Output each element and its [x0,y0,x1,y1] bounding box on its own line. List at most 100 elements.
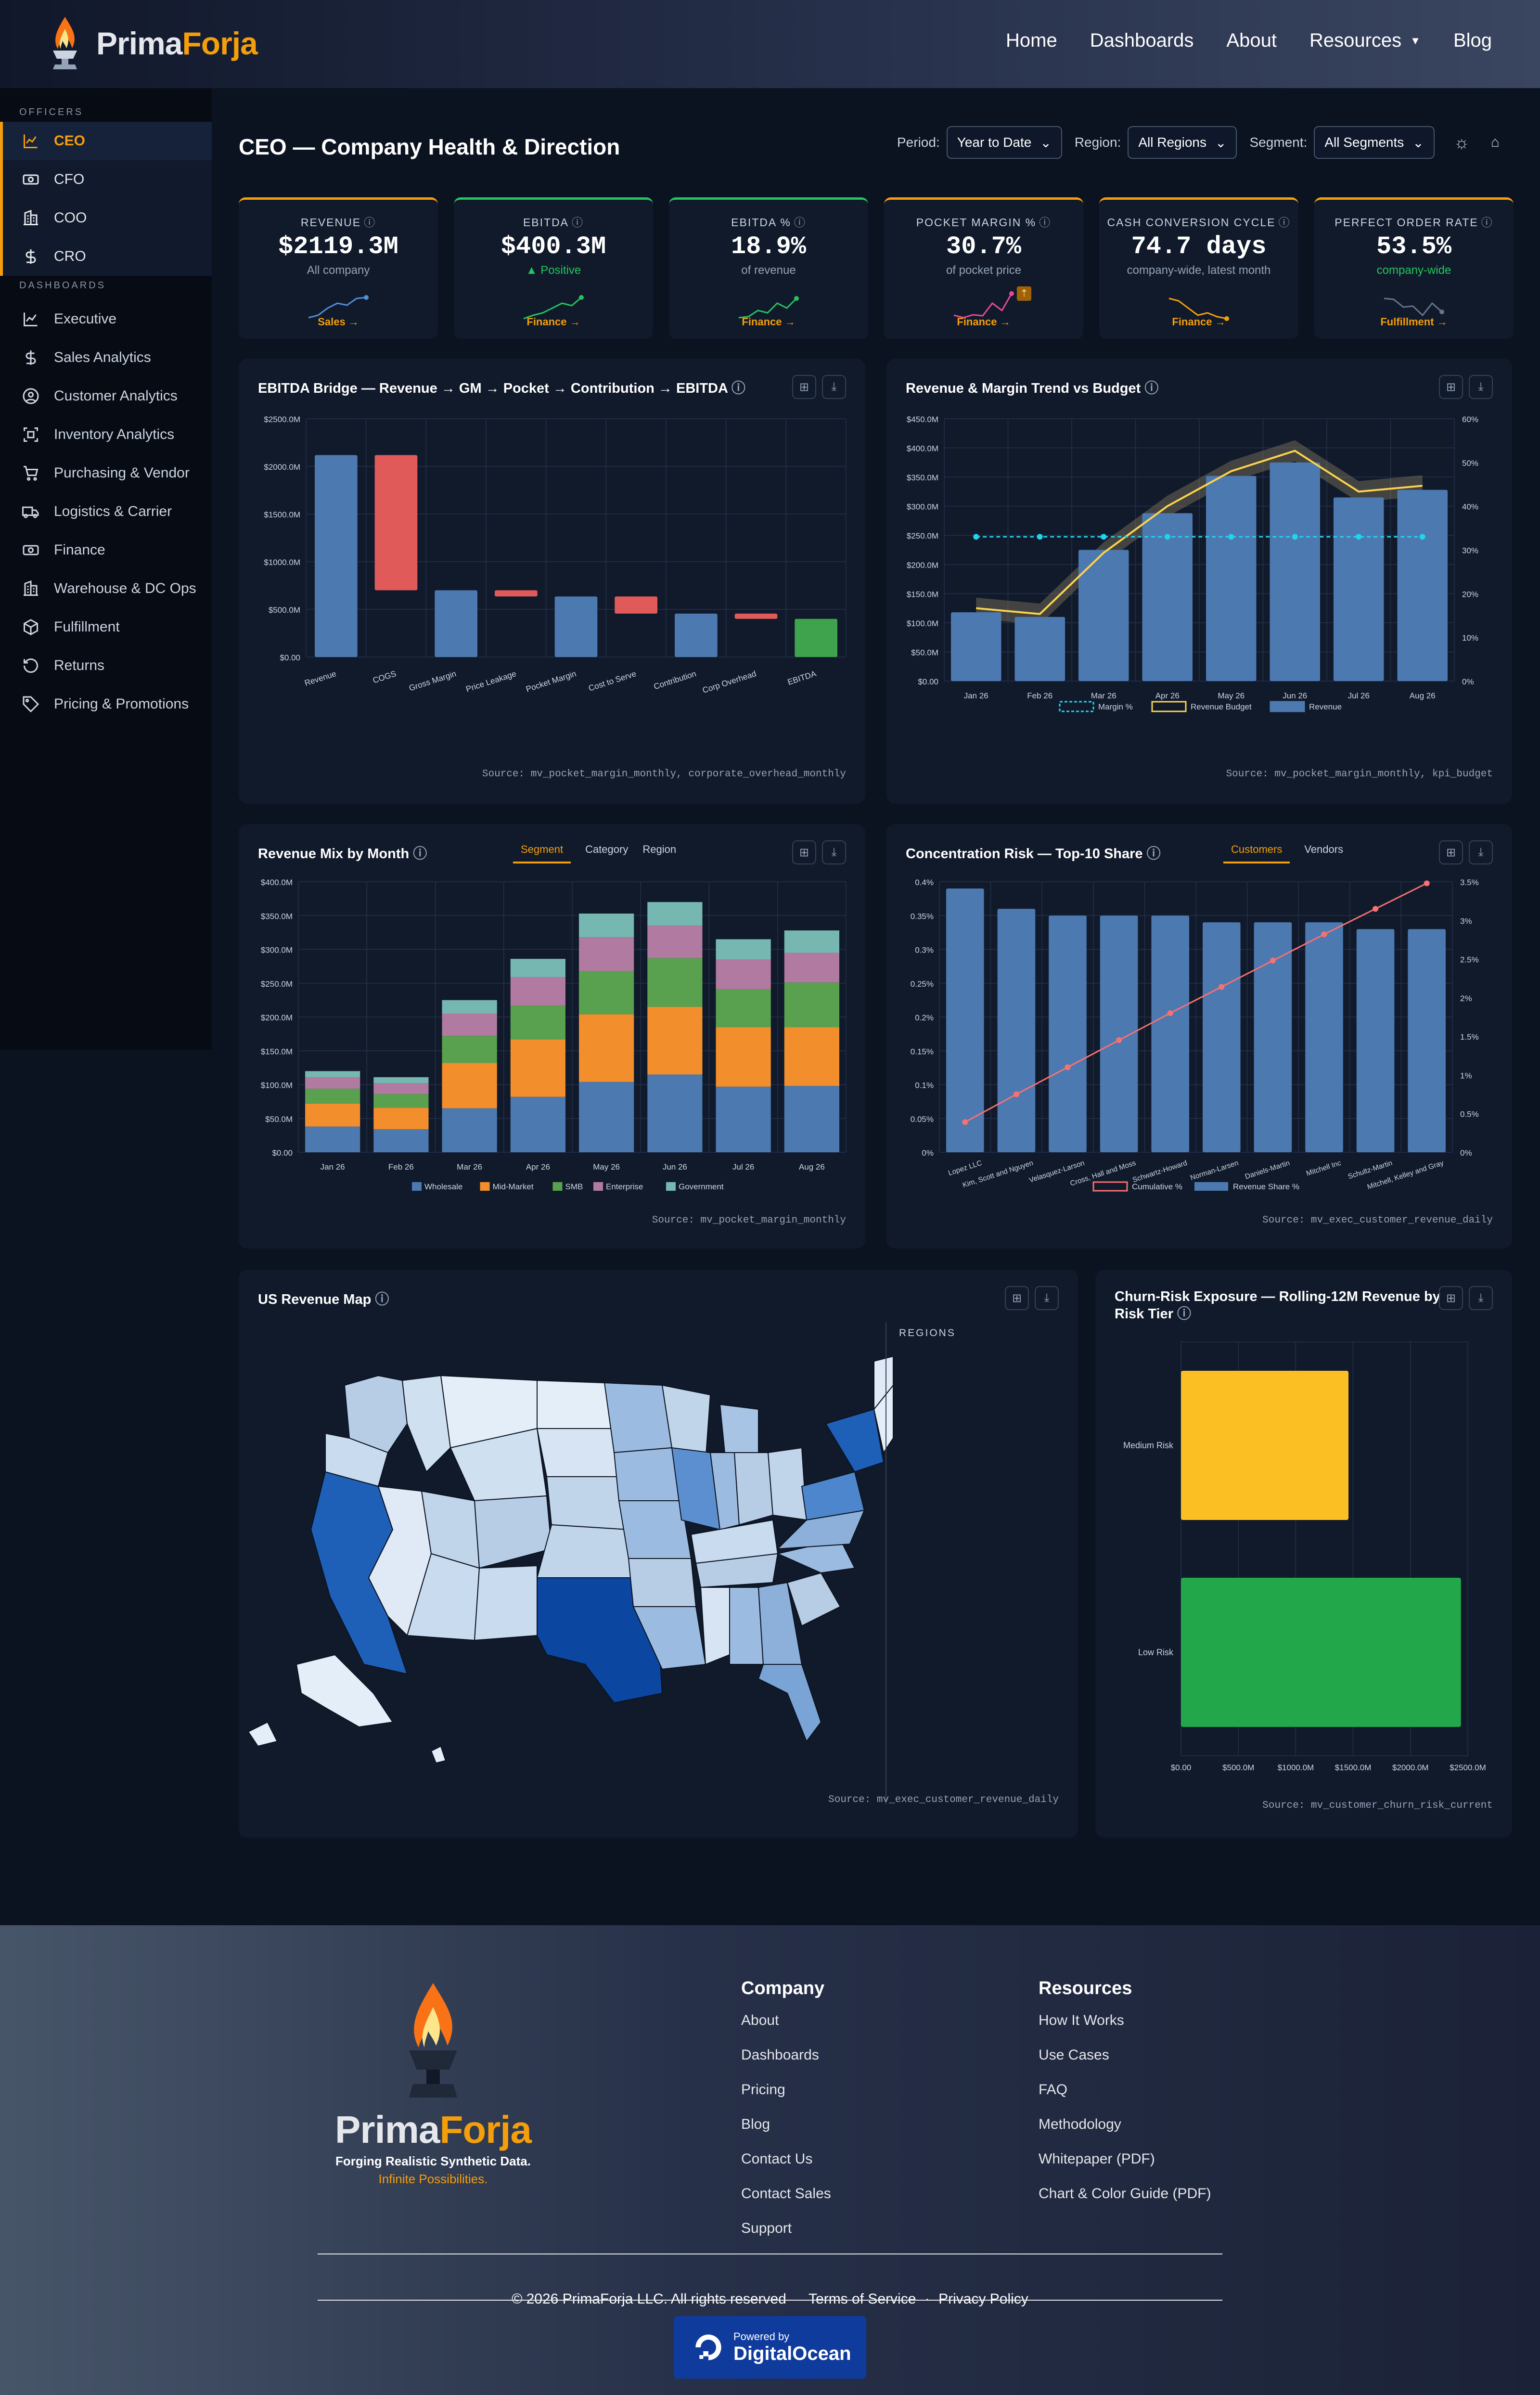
sidebar-item-sales-analytics[interactable]: Sales Analytics [0,338,212,377]
kpi-card[interactable]: CASH CONVERSION CYCLE ⓘ 74.7 days company-w… [1099,197,1298,339]
tab-category[interactable]: Category [585,843,629,855]
sidebar-item-ceo[interactable]: CEO [0,122,212,160]
kpi-drilldown-link[interactable]: Finance → [742,316,796,328]
sparkline-point [579,295,584,300]
sidebar-item-fulfillment[interactable]: Fulfillment [0,608,212,646]
sidebar-item-logistics-carrier[interactable]: Logistics & Carrier [0,492,212,531]
footer-link[interactable]: Whitepaper (PDF) [1039,2151,1155,2167]
table-view-button[interactable]: ⊞ [1439,1286,1463,1310]
info-icon[interactable]: ⓘ [375,1292,389,1307]
info-icon[interactable]: ⓘ [1278,216,1291,229]
pin-icon[interactable]: ⌂ [1490,134,1500,150]
info-icon[interactable]: ⓘ [1039,216,1052,229]
table-view-button[interactable]: ⊞ [792,840,816,864]
sidebar-item-customer-analytics[interactable]: Customer Analytics [0,377,212,415]
download-button[interactable]: ⤓ [1469,1286,1493,1310]
kpi-drilldown-link[interactable]: Sales → [318,316,359,328]
info-icon[interactable]: ⓘ [1177,1306,1192,1322]
info-icon[interactable]: ⓘ [364,216,376,229]
table-view-button[interactable]: ⊞ [1005,1286,1029,1310]
tick-label: $2000.0M [1392,1763,1429,1772]
nav-home[interactable]: Home [1006,30,1057,51]
footer-link[interactable]: Contact Us [741,2151,813,2167]
period-select[interactable]: Year to Date ⌄ [946,126,1062,159]
footer-link[interactable]: FAQ [1039,2082,1068,2098]
segment-select[interactable]: All Segments ⌄ [1314,126,1435,159]
theme-toggle-sun-icon[interactable]: ☼ [1453,132,1470,152]
legend-swatch [666,1182,676,1191]
bridge-bar [554,596,598,657]
sidebar-item-cro[interactable]: CRO [0,237,212,276]
nav-resources[interactable]: Resources ▼ [1309,30,1421,51]
footer-link[interactable]: About [741,2012,779,2028]
kpi-drilldown-link[interactable]: Fulfillment → [1380,316,1448,328]
legend-swatch [593,1182,603,1191]
kpi-drilldown-link[interactable]: Finance → [957,316,1011,328]
footer-link[interactable]: Blog [741,2116,770,2132]
sparkline-line [1384,297,1443,317]
info-icon[interactable]: ⓘ [1481,216,1493,229]
kpi-drilldown-link[interactable]: Finance → [1172,316,1226,328]
tick-label: 0.5% [1460,1110,1479,1119]
tab-region[interactable]: Region [642,843,677,855]
info-icon[interactable]: ⓘ [1146,846,1161,862]
category-label: Mitchell Inc [1305,1159,1342,1178]
footer-link[interactable]: How It Works [1039,2012,1124,2028]
table-view-button[interactable]: ⊞ [792,375,816,399]
kpi-card[interactable]: EBITDA ⓘ $400.3M ▲ Positive Finance → [454,197,653,339]
sidebar-item-warehouse-dc-ops[interactable]: Warehouse & DC Ops [0,569,212,608]
tab-vendors[interactable]: Vendors [1304,843,1344,855]
tab-customers[interactable]: Customers [1223,843,1290,863]
dollar-icon [26,249,36,264]
info-icon[interactable]: ⓘ [413,846,427,862]
sidebar-item-coo[interactable]: COO [0,199,212,237]
margin-point [1101,534,1107,540]
source-note: Source: mv_customer_churn_risk_current [1262,1800,1493,1811]
footer-link[interactable]: Dashboards [741,2047,819,2063]
sidebar-item-pricing-promotions[interactable]: Pricing & Promotions [0,685,212,723]
footer-logo[interactable]: PrimaForja Forging Realistic Synthetic D… [332,1978,534,2187]
kpi-card[interactable]: PERFECT ORDER RATE ⓘ 53.5% company-wide Fulf… [1314,197,1514,339]
us-choropleth-map[interactable] [248,1327,893,1780]
download-button[interactable]: ⤓ [822,840,846,864]
info-icon[interactable]: ⓘ [1144,381,1159,396]
footer-link[interactable]: Use Cases [1039,2047,1109,2063]
footer-link[interactable]: Support [741,2220,792,2236]
sidebar-item-finance[interactable]: Finance [0,531,212,569]
footer-link[interactable]: Pricing [741,2082,785,2098]
nav-about[interactable]: About [1226,30,1277,51]
kpi-drilldown-link[interactable]: Finance → [526,316,580,328]
nav-dashboards[interactable]: Dashboards [1090,30,1194,51]
region-select[interactable]: All Regions ⌄ [1128,126,1237,159]
sidebar-item-returns[interactable]: Returns [0,646,212,685]
download-button[interactable]: ⤓ [822,375,846,399]
kpi-card[interactable]: POCKET MARGIN % ⓘ 30.7% of pocket price ⇡ Fin… [884,197,1083,339]
chart-line-icon [24,312,38,326]
table-view-button[interactable]: ⊞ [1439,375,1463,399]
footer-link[interactable]: Chart & Color Guide (PDF) [1039,2186,1211,2202]
kpi-card[interactable]: EBITDA % ⓘ 18.9% of revenue Finance → [669,197,868,339]
download-button[interactable]: ⤓ [1469,375,1493,399]
download-button[interactable]: ⤓ [1035,1286,1059,1310]
digitalocean-badge[interactable]: Powered by DigitalOcean [674,2316,866,2379]
terms-link[interactable]: Terms of Service [808,2291,916,2307]
privacy-link[interactable]: Privacy Policy [938,2291,1028,2307]
tab-segment[interactable]: Segment [513,843,571,863]
info-icon[interactable]: ⓘ [572,216,584,229]
stack-segment [784,1027,839,1086]
download-button[interactable]: ⤓ [1469,840,1493,864]
brand-logo[interactable]: PrimaForja [43,14,258,72]
info-icon[interactable]: ⓘ [794,216,806,229]
footer-link[interactable]: Contact Sales [741,2186,831,2202]
nav-blog[interactable]: Blog [1453,30,1492,51]
cumulative-point [1065,1064,1071,1070]
sidebar-item-purchasing-vendor[interactable]: Purchasing & Vendor [0,454,212,492]
kpi-card[interactable]: REVENUE ⓘ $2119.3M All company Sales → [239,197,438,339]
sidebar-item-inventory-analytics[interactable]: Inventory Analytics [0,415,212,454]
sidebar-item-executive[interactable]: Executive [0,300,212,338]
tick-label: 0% [922,1148,934,1158]
sidebar-item-cfo[interactable]: CFO [0,160,212,199]
info-icon[interactable]: ⓘ [731,381,745,396]
footer-link[interactable]: Methodology [1039,2116,1121,2132]
table-view-button[interactable]: ⊞ [1439,840,1463,864]
